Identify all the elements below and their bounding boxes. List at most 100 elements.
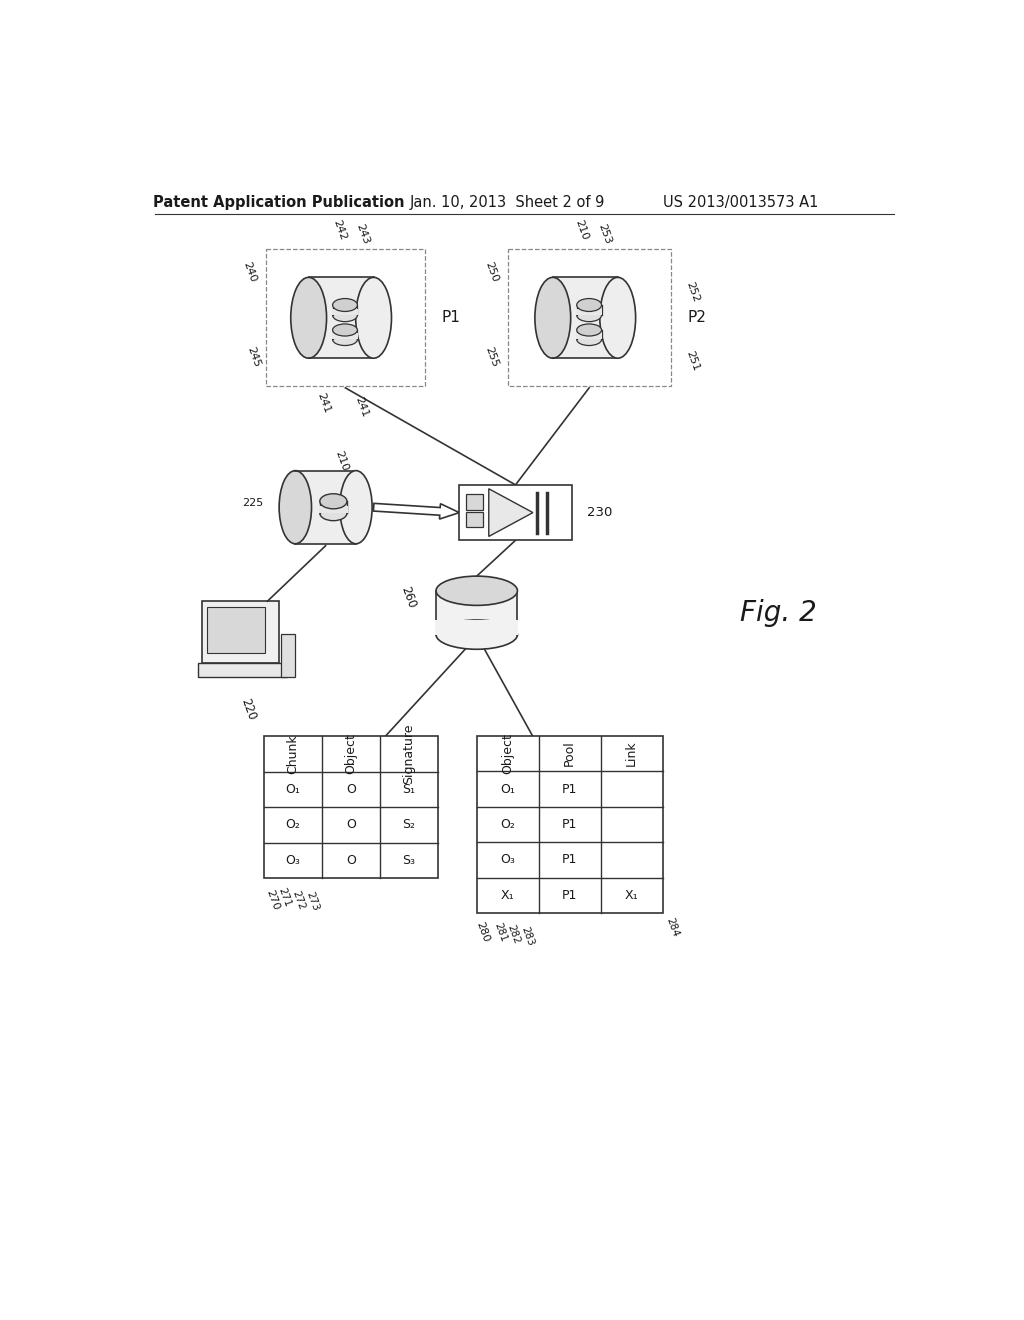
Bar xyxy=(577,330,601,339)
Ellipse shape xyxy=(436,620,517,649)
Text: 282: 282 xyxy=(506,924,522,945)
Ellipse shape xyxy=(280,471,311,544)
Bar xyxy=(508,249,671,387)
Text: Patent Application Publication: Patent Application Publication xyxy=(154,195,404,210)
Text: 230: 230 xyxy=(587,506,612,519)
Bar xyxy=(319,506,348,513)
Text: O₁: O₁ xyxy=(286,783,300,796)
Text: 271: 271 xyxy=(276,887,293,908)
Text: Signature: Signature xyxy=(402,723,416,784)
Bar xyxy=(266,249,425,387)
Text: Object: Object xyxy=(502,733,514,774)
Text: O₂: O₂ xyxy=(501,818,515,832)
Text: Jan. 10, 2013  Sheet 2 of 9: Jan. 10, 2013 Sheet 2 of 9 xyxy=(410,195,605,210)
Text: 283: 283 xyxy=(519,925,536,948)
Bar xyxy=(198,663,287,677)
Ellipse shape xyxy=(436,576,517,606)
Text: 241: 241 xyxy=(353,396,370,418)
Bar xyxy=(202,601,280,663)
Bar xyxy=(436,591,517,635)
Text: P1: P1 xyxy=(562,783,578,796)
Text: O₃: O₃ xyxy=(501,853,515,866)
Text: X₁: X₁ xyxy=(625,888,639,902)
Text: O₁: O₁ xyxy=(501,783,515,796)
Text: 273: 273 xyxy=(304,891,321,912)
Bar xyxy=(333,305,357,315)
Text: 284: 284 xyxy=(664,916,680,939)
Text: 252: 252 xyxy=(684,280,701,304)
Text: P1: P1 xyxy=(562,888,578,902)
Text: 272: 272 xyxy=(291,888,307,911)
Text: 220: 220 xyxy=(239,696,258,722)
Text: O: O xyxy=(346,783,355,796)
Text: 242: 242 xyxy=(331,218,348,242)
Text: 245: 245 xyxy=(246,346,262,368)
Text: S₂: S₂ xyxy=(402,818,416,832)
Ellipse shape xyxy=(319,494,347,508)
Ellipse shape xyxy=(600,277,636,358)
Text: Object: Object xyxy=(344,734,357,774)
Text: 260: 260 xyxy=(398,585,419,610)
Bar xyxy=(466,512,482,527)
Text: 281: 281 xyxy=(492,921,508,944)
Text: O₃: O₃ xyxy=(286,854,300,867)
Bar xyxy=(295,471,356,544)
Text: X₁: X₁ xyxy=(501,888,515,902)
Bar xyxy=(263,737,438,878)
Text: Fig. 2: Fig. 2 xyxy=(740,599,817,627)
Ellipse shape xyxy=(319,506,347,520)
Ellipse shape xyxy=(577,298,601,312)
Ellipse shape xyxy=(333,323,357,337)
Text: Chunk: Chunk xyxy=(286,734,299,774)
Bar xyxy=(308,277,374,358)
Ellipse shape xyxy=(291,277,327,358)
Ellipse shape xyxy=(577,334,601,346)
Text: 210: 210 xyxy=(573,218,590,242)
Bar xyxy=(575,309,602,315)
Text: 270: 270 xyxy=(264,888,281,912)
Text: P1: P1 xyxy=(562,818,578,832)
Bar xyxy=(575,334,602,339)
Polygon shape xyxy=(488,488,532,536)
Bar xyxy=(332,309,358,315)
Ellipse shape xyxy=(333,334,357,346)
Text: P2: P2 xyxy=(687,310,707,325)
Text: 255: 255 xyxy=(483,346,500,368)
Bar xyxy=(466,494,482,510)
Text: 280: 280 xyxy=(474,920,492,944)
Text: 243: 243 xyxy=(354,222,371,246)
Ellipse shape xyxy=(355,277,391,358)
Text: O₂: O₂ xyxy=(286,818,300,832)
Text: US 2013/0013573 A1: US 2013/0013573 A1 xyxy=(663,195,818,210)
Text: S₃: S₃ xyxy=(402,854,416,867)
Text: 250: 250 xyxy=(483,261,500,284)
Bar xyxy=(460,484,571,540)
Text: 253: 253 xyxy=(596,222,613,246)
Text: Pool: Pool xyxy=(563,741,577,767)
Text: 251: 251 xyxy=(684,350,701,372)
Text: 240: 240 xyxy=(242,260,258,284)
Ellipse shape xyxy=(333,309,357,322)
Bar xyxy=(332,334,358,339)
Bar xyxy=(477,737,663,913)
Ellipse shape xyxy=(577,323,601,337)
Ellipse shape xyxy=(577,309,601,322)
Ellipse shape xyxy=(333,298,357,312)
Ellipse shape xyxy=(535,277,570,358)
Ellipse shape xyxy=(340,471,372,544)
Text: O: O xyxy=(346,818,355,832)
FancyArrow shape xyxy=(374,503,460,519)
Bar xyxy=(207,607,265,653)
Bar xyxy=(333,330,357,339)
Bar xyxy=(282,635,295,677)
Text: P1: P1 xyxy=(562,853,578,866)
Bar xyxy=(435,620,518,635)
Text: O: O xyxy=(346,854,355,867)
Text: 210: 210 xyxy=(333,449,349,473)
Bar xyxy=(553,277,617,358)
Bar xyxy=(577,305,601,315)
Text: 241: 241 xyxy=(315,392,333,414)
Text: 225: 225 xyxy=(243,499,263,508)
Bar xyxy=(319,502,347,513)
Text: P1: P1 xyxy=(442,310,461,325)
